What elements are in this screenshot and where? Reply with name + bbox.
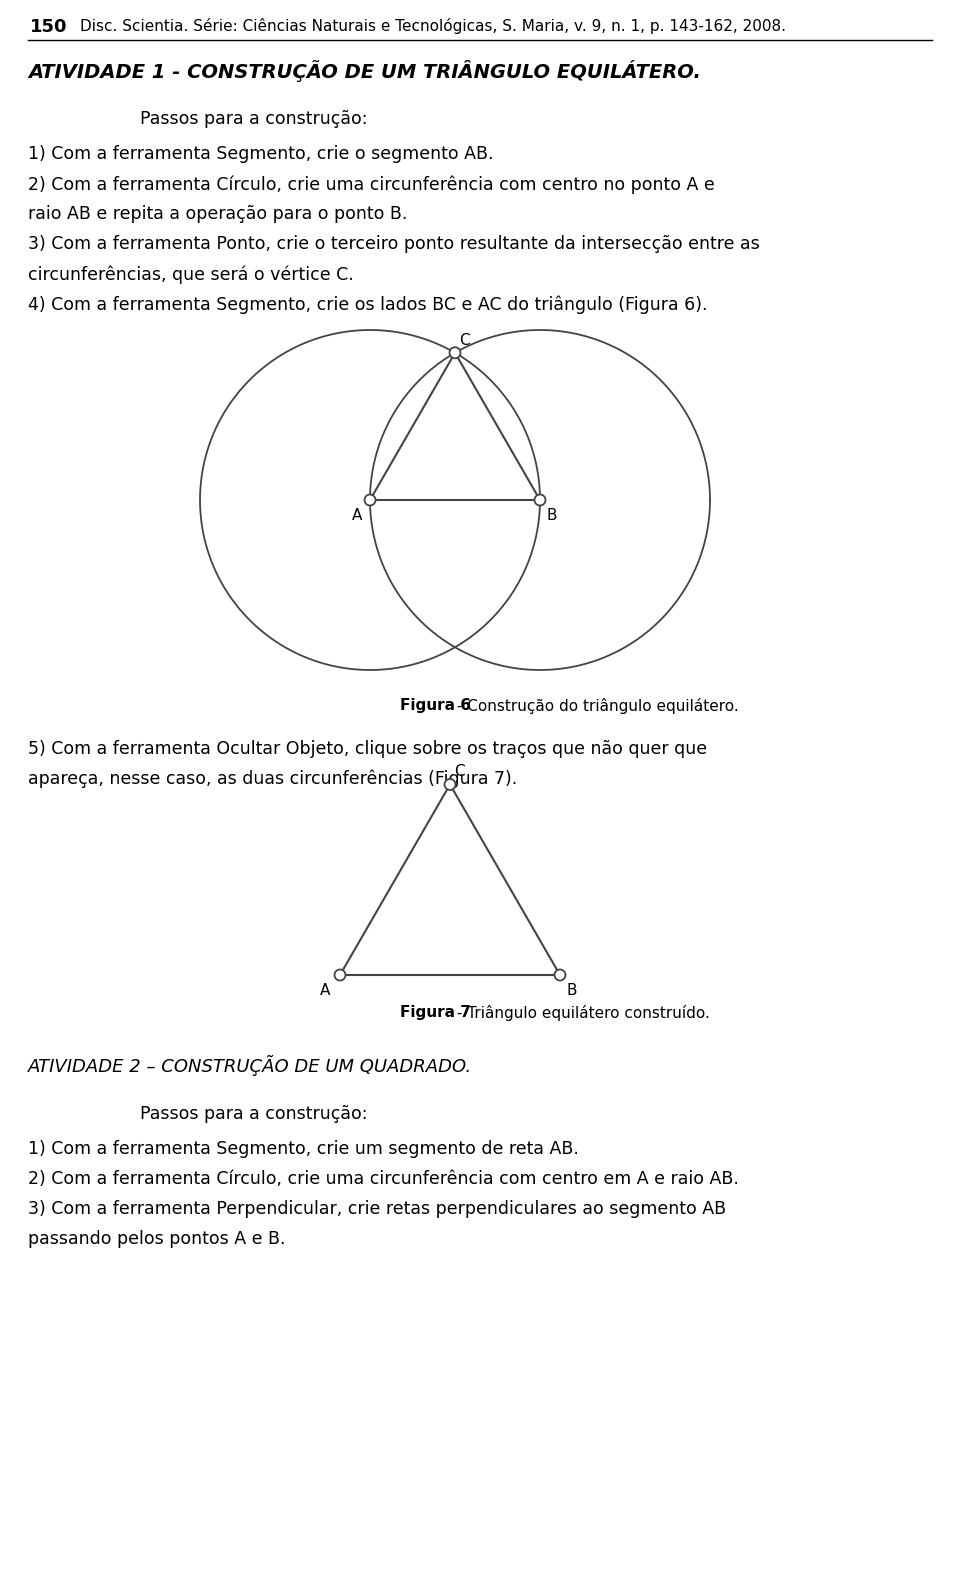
Text: A: A: [320, 982, 330, 998]
Text: - Construção do triângulo equilátero.: - Construção do triângulo equilátero.: [452, 697, 739, 713]
Text: C: C: [459, 333, 469, 347]
Text: B: B: [567, 982, 578, 998]
Text: apareça, nesse caso, as duas circunferências (Figura 7).: apareça, nesse caso, as duas circunferên…: [28, 771, 517, 788]
Text: 5) Com a ferramenta Ocultar Objeto, clique sobre os traços que não quer que: 5) Com a ferramenta Ocultar Objeto, cliq…: [28, 740, 708, 758]
Text: Figura 6: Figura 6: [400, 697, 471, 713]
Text: circunferências, que será o vértice C.: circunferências, que será o vértice C.: [28, 264, 353, 283]
Text: 4) Com a ferramenta Segmento, crie os lados BC e AC do triângulo (Figura 6).: 4) Com a ferramenta Segmento, crie os la…: [28, 295, 708, 314]
Text: B: B: [547, 508, 558, 524]
Text: 3) Com a ferramenta Ponto, crie o terceiro ponto resultante da intersecção entre: 3) Com a ferramenta Ponto, crie o tercei…: [28, 236, 759, 253]
Text: A: A: [352, 508, 362, 524]
Text: passando pelos pontos A e B.: passando pelos pontos A e B.: [28, 1231, 285, 1248]
Text: 1) Com a ferramenta Segmento, crie o segmento AB.: 1) Com a ferramenta Segmento, crie o seg…: [28, 145, 493, 162]
Circle shape: [449, 347, 461, 358]
Text: 1) Com a ferramenta Segmento, crie um segmento de reta AB.: 1) Com a ferramenta Segmento, crie um se…: [28, 1140, 579, 1157]
Circle shape: [334, 970, 346, 981]
Circle shape: [535, 495, 545, 506]
Circle shape: [555, 970, 565, 981]
Text: ATIVIDADE 1 - CONSTRUÇÃO DE UM TRIÂNGULO EQUILÁTERO.: ATIVIDADE 1 - CONSTRUÇÃO DE UM TRIÂNGULO…: [28, 60, 701, 83]
Text: 3) Com a ferramenta Perpendicular, crie retas perpendiculares ao segmento AB: 3) Com a ferramenta Perpendicular, crie …: [28, 1200, 726, 1218]
Text: raio AB e repita a operação para o ponto B.: raio AB e repita a operação para o ponto…: [28, 205, 407, 223]
Text: C: C: [454, 764, 465, 780]
Text: Disc. Scientia. Série: Ciências Naturais e Tecnológicas, S. Maria, v. 9, n. 1, p: Disc. Scientia. Série: Ciências Naturais…: [80, 18, 786, 33]
Circle shape: [444, 778, 455, 790]
Text: 2) Com a ferramenta Círculo, crie uma circunferência com centro em A e raio AB.: 2) Com a ferramenta Círculo, crie uma ci…: [28, 1170, 739, 1188]
Text: - Triângulo equilátero construído.: - Triângulo equilátero construído.: [452, 1005, 709, 1020]
Text: 2) Com a ferramenta Círculo, crie uma circunferência com centro no ponto A e: 2) Com a ferramenta Círculo, crie uma ci…: [28, 175, 715, 194]
Circle shape: [365, 495, 375, 506]
Text: Figura 7: Figura 7: [400, 1005, 470, 1020]
Text: ATIVIDADE 2 – CONSTRUÇÃO DE UM QUADRADO.: ATIVIDADE 2 – CONSTRUÇÃO DE UM QUADRADO.: [28, 1055, 472, 1076]
Text: 150: 150: [30, 18, 67, 37]
Text: Passos para a construção:: Passos para a construção:: [140, 1105, 368, 1122]
Text: Passos para a construção:: Passos para a construção:: [140, 110, 368, 127]
